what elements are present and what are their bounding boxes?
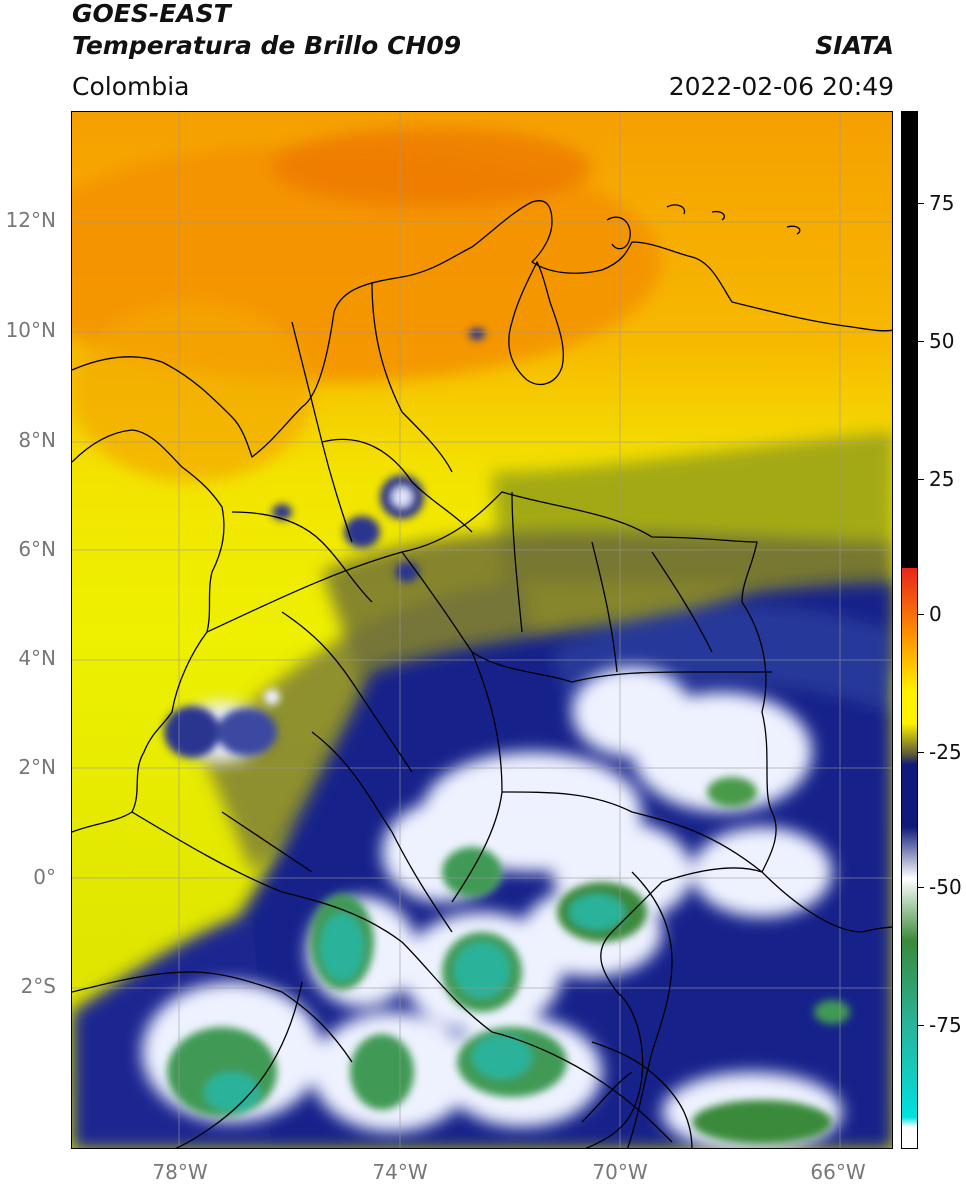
- lat-label-10n: 10°N: [5, 318, 56, 342]
- colorbar-tick: [918, 752, 924, 753]
- colorbar-tick: [918, 479, 924, 480]
- colorbar-label-minus25: -25: [929, 740, 962, 764]
- colorbar-label-75: 75: [929, 191, 955, 215]
- lon-label-78w: 78°W: [152, 1160, 208, 1184]
- lon-label-70w: 70°W: [592, 1160, 648, 1184]
- lat-label-12n: 12°N: [5, 208, 56, 232]
- colorbar-tick: [918, 1025, 924, 1026]
- lon-label-74w: 74°W: [372, 1160, 428, 1184]
- lat-label-2n: 2°N: [18, 755, 56, 779]
- colorbar-label-minus50: -50: [929, 875, 962, 899]
- colorbar-label-25: 25: [929, 467, 955, 491]
- title-satellite: GOES-EAST: [72, 0, 231, 28]
- colorbar-label-50: 50: [929, 329, 955, 353]
- region-label: Colombia: [72, 72, 190, 101]
- datetime-label: 2022-02-06 20:49: [668, 72, 894, 101]
- lat-label-0: 0°: [33, 865, 56, 889]
- colorbar-label-0: 0: [929, 602, 942, 626]
- title-agency: SIATA: [815, 31, 894, 60]
- lat-label-8n: 8°N: [18, 428, 56, 452]
- lat-label-4n: 4°N: [18, 646, 56, 670]
- colorbar-tick: [918, 614, 924, 615]
- brightness-temperature-map: [71, 111, 893, 1149]
- colorbar-tick: [918, 887, 924, 888]
- lon-label-66w: 66°W: [810, 1160, 866, 1184]
- lat-label-6n: 6°N: [18, 537, 56, 561]
- title-product: Temperatura de Brillo CH09: [72, 31, 462, 60]
- colorbar-tick: [918, 341, 924, 342]
- lat-label-2s: 2°S: [20, 974, 56, 998]
- colorbar-tick: [918, 203, 924, 204]
- colorbar: [901, 111, 918, 1149]
- colorbar-label-minus75: -75: [929, 1013, 962, 1037]
